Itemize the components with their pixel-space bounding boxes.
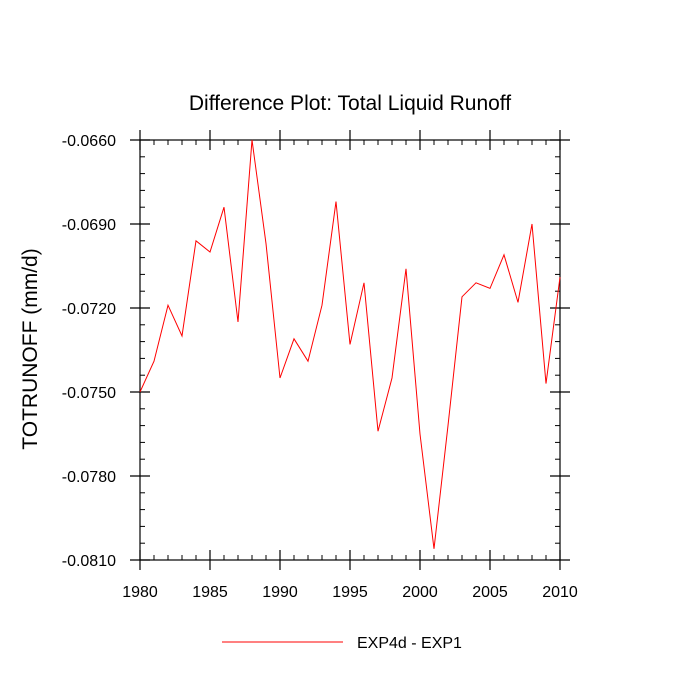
y-tick-label: -0.0690: [62, 217, 116, 234]
chart-title: Difference Plot: Total Liquid Runoff: [189, 92, 511, 115]
plot-frame: [139, 139, 561, 561]
x-tick-label: 1990: [262, 584, 298, 601]
minor-ticks: [140, 140, 560, 560]
x-tick-label: 1985: [192, 584, 228, 601]
y-tick-label: -0.0810: [62, 553, 116, 570]
x-tick-label: 2010: [542, 584, 578, 601]
legend-label: EXP4d - EXP1: [357, 635, 462, 652]
x-tick-labels: 1980 1985 1990 1995 2000 2005 2010: [122, 584, 578, 601]
y-tick-label: -0.0780: [62, 469, 116, 486]
x-tick-label: 2000: [402, 584, 438, 601]
y-tick-label: -0.0720: [62, 301, 116, 318]
y-tick-label: -0.0750: [62, 385, 116, 402]
y-tick-labels: -0.0660 -0.0690 -0.0720 -0.0750 -0.0780 -0.08…: [62, 133, 116, 570]
series-group: [139, 139, 561, 549]
y-tick-label: -0.0660: [62, 133, 116, 150]
x-tick-label: 2005: [472, 584, 508, 601]
legend: EXP4d - EXP1: [222, 635, 462, 652]
series-line-exp4d-exp1: [139, 139, 561, 549]
major-ticks: [130, 130, 570, 570]
y-axis-label: TOTRUNOFF (mm/d): [19, 248, 42, 449]
x-tick-label: 1980: [122, 584, 158, 601]
x-tick-label: 1995: [332, 584, 368, 601]
